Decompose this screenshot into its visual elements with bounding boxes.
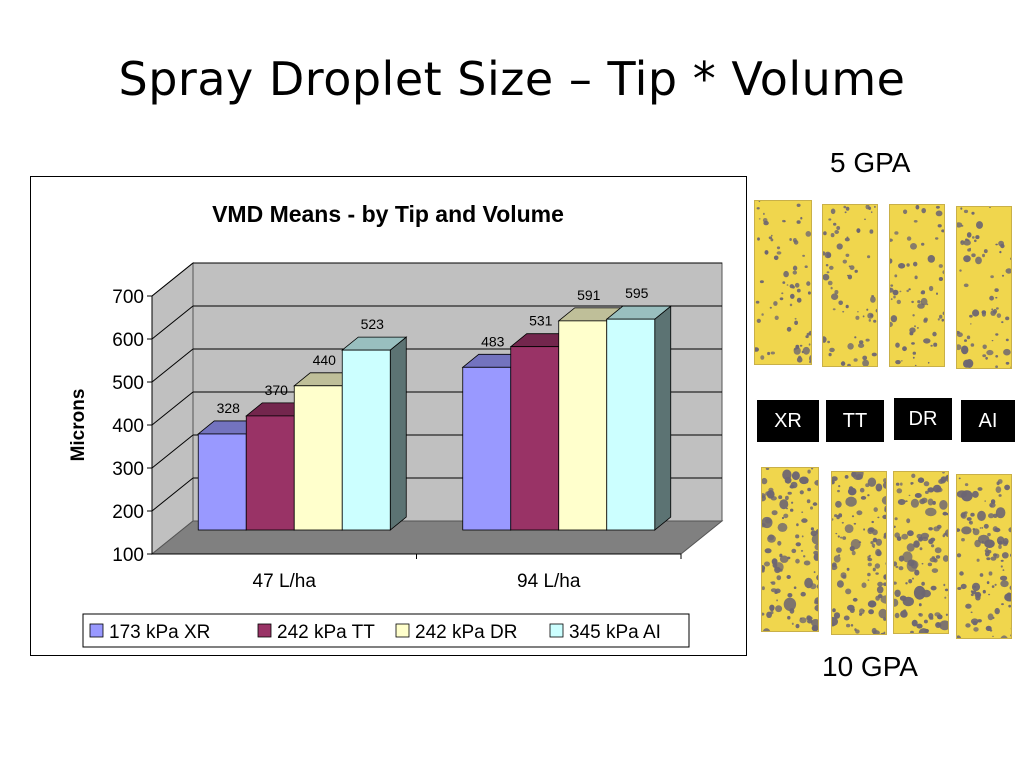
legend-swatch [89,623,104,638]
bar [558,320,608,531]
y-tick-label: 600 [112,330,144,351]
gridline-side [151,391,194,426]
spray-card-dr-5gpa [889,204,945,367]
spray-card-ai-5gpa [956,206,1012,369]
gridline-side [151,305,194,340]
tip-label-dr: DR [894,398,952,440]
y-tick-label: 200 [112,502,144,523]
bar [341,349,391,531]
data-label: 531 [529,313,553,329]
gridline-side [151,262,194,297]
gridline-side [151,434,194,469]
spray-card-xr-10gpa [761,467,819,632]
y-tick-label: 100 [112,545,144,566]
spray-card-tt-10gpa [831,471,887,635]
data-label: 440 [313,352,337,368]
legend-label: 173 kPa XR [109,622,210,643]
chart-frame: VMD Means - by Tip and Volume 100 200 300 40… [30,176,747,656]
spray-card-xr-5gpa [754,200,812,365]
slide-title: Spray Droplet Size – Tip * Volume [118,52,906,106]
legend-label: 345 kPa AI [569,622,661,643]
y-tick-label: 700 [112,287,144,308]
data-label: 483 [481,333,505,349]
legend-swatch [257,623,272,638]
legend-swatch [395,623,410,638]
data-label: 595 [625,285,649,301]
legend-label: 242 kPa DR [415,622,517,643]
bar-side [389,336,407,531]
bar [462,366,512,531]
vmd-chart: VMD Means - by Tip and Volume 100 200 300 40… [68,201,724,648]
legend-label: 242 kPa TT [277,622,375,643]
top-gpa-label: 5 GPA [830,147,911,178]
spray-card-dr-10gpa [893,471,949,634]
gridline-side [151,348,194,383]
y-tick-label: 500 [112,373,144,394]
x-tick-label: 47 L/ha [253,571,317,592]
spray-card-tt-5gpa [822,204,878,367]
spray-card-ai-10gpa [956,474,1012,639]
data-label: 591 [577,287,601,303]
bar [293,385,343,531]
legend-swatch [549,623,564,638]
gridline-side [151,477,194,512]
data-label: 328 [217,400,241,416]
bar [510,346,560,531]
bar-side [654,305,672,531]
y-tick-label: 400 [112,416,144,437]
chart-title: VMD Means - by Tip and Volume [212,201,564,227]
bar [245,415,295,531]
y-tick-label: 300 [112,459,144,480]
bar [197,433,247,531]
tip-label-tt: TT [826,400,884,442]
bar [606,318,656,531]
data-label: 523 [361,316,385,332]
data-label: 370 [265,382,289,398]
legend-box [82,613,690,648]
bottom-gpa-label: 10 GPA [822,651,918,682]
y-axis-label: Microns [68,389,89,462]
tip-label-ai: AI [961,400,1015,442]
x-tick-label: 94 L/ha [517,571,581,592]
tip-label-xr: XR [757,400,819,442]
